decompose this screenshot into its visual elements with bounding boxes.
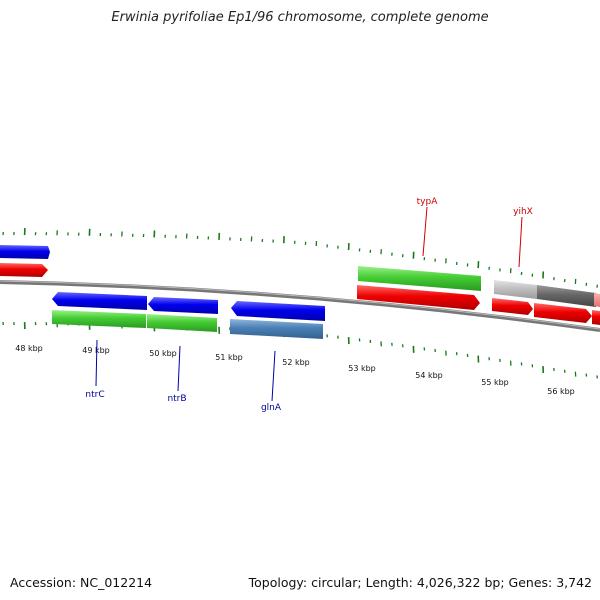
upper-tick-row	[2, 228, 598, 288]
gene-label-glnA[interactable]: glnA	[261, 403, 282, 413]
ntrC-leader	[95, 339, 98, 387]
feature-darkgrey[interactable]	[537, 285, 596, 307]
chromosome-backbone	[0, 280, 600, 332]
feature-pink[interactable]	[594, 293, 600, 307]
scale-label: 52 kbp	[282, 358, 310, 367]
ntrB-leader	[177, 345, 181, 392]
scale-label: 53 kbp	[348, 364, 376, 373]
scale-labels: 48 kbp 49 kbp 50 kbp 51 kbp 52 kbp 53 kbp 54 k…	[15, 344, 575, 396]
scale-label: 55 kbp	[481, 378, 509, 387]
feature-ntrB-blue[interactable]	[148, 297, 218, 314]
scale-label: 51 kbp	[215, 353, 243, 362]
scale-label: 49 kbp	[82, 346, 110, 355]
scale-label: 56 kbp	[547, 387, 575, 396]
feature-left-red[interactable]	[0, 263, 48, 277]
accession-text: Accession: NC_012214	[10, 575, 153, 590]
feature-glnA-steelblue[interactable]	[230, 319, 323, 339]
feature-yihX-red[interactable]	[492, 298, 533, 315]
feature-yihX-grey[interactable]	[494, 280, 537, 299]
feature-ntrB-green[interactable]	[147, 314, 217, 332]
gene-label-typA[interactable]: typA	[417, 197, 439, 207]
feature-ntrC-green[interactable]	[52, 310, 146, 328]
gene-label-ntrB[interactable]: ntrB	[167, 394, 186, 404]
feature-ntrC-blue[interactable]	[52, 292, 147, 310]
gene-label-yihX[interactable]: yihX	[513, 207, 533, 217]
feature-left-blue[interactable]	[0, 245, 50, 259]
typA-leader	[422, 206, 428, 257]
feature-red-right[interactable]	[534, 303, 592, 323]
feature-typA-red[interactable]	[357, 285, 480, 310]
genome-summary-text: Topology: circular; Length: 4,026,322 bp…	[248, 575, 592, 590]
feature-glnA-blue[interactable]	[231, 301, 325, 321]
glnA-leader	[271, 350, 276, 402]
feature-typA-green[interactable]	[358, 266, 481, 291]
scale-label: 54 kbp	[415, 371, 443, 380]
yihX-leader	[518, 216, 523, 268]
feature-red-far-right[interactable]	[592, 310, 600, 325]
map-title: Erwinia pyrifoliae Ep1/96 chromosome, co…	[111, 10, 489, 25]
scale-label: 50 kbp	[149, 349, 177, 358]
gene-label-ntrC[interactable]: ntrC	[85, 390, 104, 400]
scale-label: 48 kbp	[15, 344, 43, 353]
